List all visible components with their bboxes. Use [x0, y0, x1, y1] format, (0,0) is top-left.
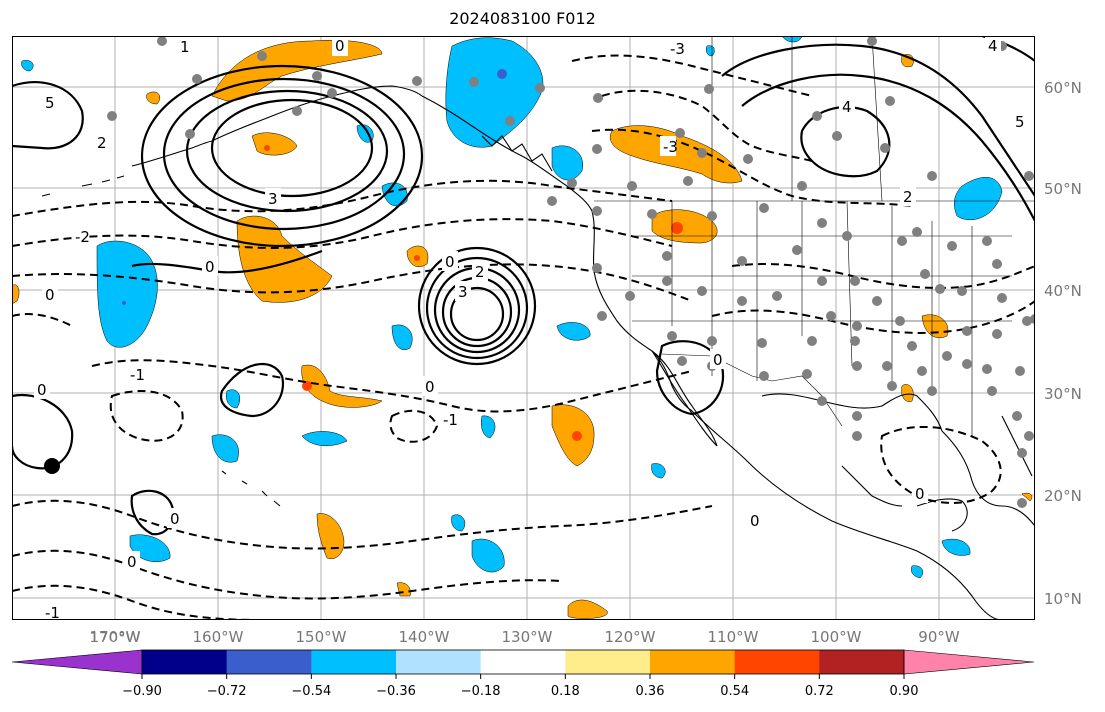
colorbar-segment: [734, 650, 820, 674]
colorbar-extend-max: [903, 649, 1035, 675]
colorbar-segments: [11, 649, 1035, 675]
longitude-labels: 170°W: [90, 629, 141, 640]
colorbar-segment: [650, 650, 736, 674]
colorbar-tick-label: −0.36: [376, 684, 416, 699]
longitude-label-row: 170°W 160°W 150°W 140°W 130°W 120°W 110°…: [90, 628, 960, 646]
map-frame: [12, 36, 1035, 620]
lon-label: 130°W: [502, 628, 553, 646]
colorbar-tick-label: 0.54: [720, 684, 749, 699]
negative-anomaly-shading: [21, 36, 1003, 579]
station-dots: [107, 36, 1035, 508]
svg-text:0: 0: [127, 553, 137, 571]
svg-text:-2: -2: [75, 228, 90, 246]
svg-text:0: 0: [713, 351, 723, 369]
svg-text:2: 2: [903, 188, 913, 206]
lat-label: 50°N: [1044, 180, 1082, 198]
colorbar-segment: [396, 650, 482, 674]
colorbar-segment: [142, 650, 228, 674]
colorbar-segment: [819, 650, 905, 674]
svg-text:0: 0: [445, 253, 455, 271]
colorbar-ticks: −0.90 −0.72 −0.54 −0.36 −0.18 0.18 0.36 0.54 0.7…: [122, 674, 918, 699]
svg-text:0: 0: [37, 381, 47, 399]
lat-label: 40°N: [1044, 282, 1082, 300]
map-title: 2024083100 F012: [449, 9, 596, 28]
svg-text:-3: -3: [670, 40, 685, 58]
lon-label: 170°W: [90, 629, 141, 640]
svg-text:0: 0: [915, 485, 925, 503]
colorbar-tick-label: 0.18: [551, 684, 580, 699]
lon-label: 160°W: [193, 628, 244, 646]
colorbar-tick-label: 0.36: [636, 684, 665, 699]
storm-marker: [44, 458, 60, 474]
colorbar-segment: [565, 650, 651, 674]
svg-text:3: 3: [458, 283, 468, 301]
lon-label: 170°W: [90, 628, 141, 646]
svg-text:3: 3: [268, 190, 278, 208]
lon-label: 150°W: [296, 628, 347, 646]
lat-label: 30°N: [1044, 385, 1082, 403]
lat-label: 60°N: [1044, 79, 1082, 97]
colorbar-extend-min: [11, 649, 143, 675]
svg-text:4: 4: [842, 98, 852, 116]
colorbar-tick-label: 0.90: [890, 684, 919, 699]
colorbar-segment: [311, 650, 397, 674]
svg-text:-1: -1: [45, 604, 60, 620]
positive-anomaly-core: [264, 145, 683, 441]
svg-text:-1: -1: [130, 366, 145, 384]
svg-text:4: 4: [988, 37, 998, 55]
svg-text:0: 0: [45, 286, 55, 304]
lon-label: 120°W: [605, 628, 656, 646]
svg-text:1: 1: [180, 38, 190, 56]
negative-contours: [12, 54, 1035, 620]
contour-labels: 0 0 0 0 0 0 0 0 0 0 -1 1 2 3: [34, 36, 1028, 620]
svg-text:0: 0: [205, 258, 215, 276]
svg-text:2: 2: [475, 263, 485, 281]
lat-label: 10°N: [1044, 590, 1082, 608]
lon-label: 90°W: [918, 628, 960, 646]
positive-contours: [12, 36, 1035, 536]
colorbar-segment: [226, 650, 312, 674]
lon-label: 110°W: [708, 628, 759, 646]
svg-text:0: 0: [170, 510, 180, 528]
colorbar-tick-label: −0.18: [461, 684, 501, 699]
colorbar-tick-label: 0.72: [805, 684, 834, 699]
colorbar-segment: [480, 650, 566, 674]
svg-text:5: 5: [45, 94, 55, 112]
svg-text:0: 0: [750, 512, 760, 530]
lon-label: 140°W: [399, 628, 450, 646]
svg-text:2: 2: [97, 134, 107, 152]
svg-text:5: 5: [1015, 113, 1025, 131]
colorbar: −0.90 −0.72 −0.54 −0.36 −0.18 0.18 0.36 0.54 0.7…: [11, 649, 1035, 699]
svg-text:0: 0: [425, 378, 435, 396]
negative-anomaly-core: [122, 69, 507, 305]
axis-labels: 170°W: [90, 629, 141, 640]
latitude-label-column: 60°N 50°N 40°N 30°N 20°N 10°N: [1044, 79, 1082, 608]
colorbar-tick-label: −0.54: [291, 684, 331, 699]
colorbar-tick-label: −0.90: [122, 684, 162, 699]
map-panel: 0 0 0 0 0 0 0 0 0 0 -1 1 2 3: [12, 36, 1035, 620]
svg-text:-3: -3: [663, 138, 678, 156]
svg-text:-1: -1: [443, 411, 458, 429]
lon-label: 100°W: [811, 628, 862, 646]
colorbar-tick-label: −0.72: [207, 684, 247, 699]
colorbar-frame: [141, 649, 905, 675]
lat-label: 20°N: [1044, 487, 1082, 505]
svg-text:0: 0: [335, 37, 345, 55]
